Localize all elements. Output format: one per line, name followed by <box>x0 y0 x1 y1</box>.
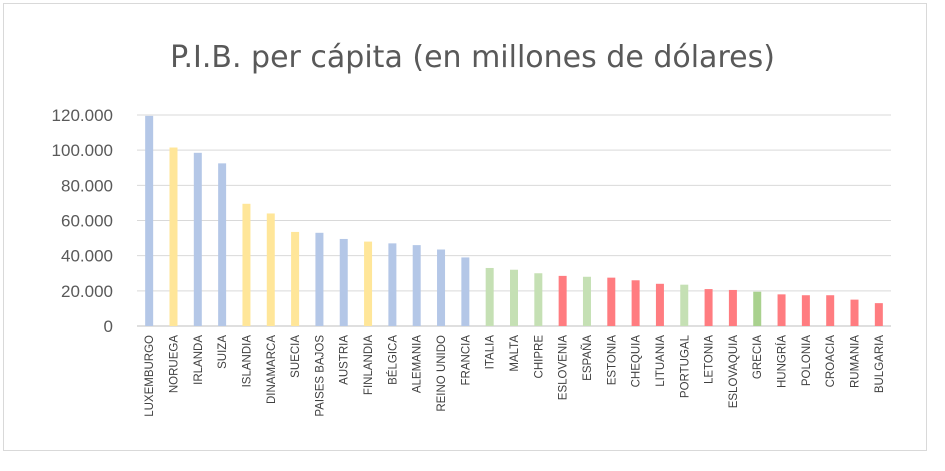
x-category-label: CHIPRE <box>533 335 545 379</box>
y-tick-label: 0 <box>104 317 113 336</box>
x-category-label: NORUEGA <box>168 335 180 393</box>
bar <box>169 147 178 326</box>
bar <box>485 267 494 326</box>
x-category-label: PORTUGAL <box>679 334 691 398</box>
x-category-label: SUECIA <box>290 335 302 378</box>
x-category-label: ESLOVENIA <box>558 335 570 401</box>
bar <box>704 289 713 326</box>
bar <box>558 275 567 326</box>
x-category-label: BÉLGICA <box>386 335 399 385</box>
bar <box>753 291 762 326</box>
y-tick-label: 120.000 <box>52 106 113 125</box>
x-category-label: HUNGRÍA <box>776 335 789 388</box>
bar <box>193 152 202 326</box>
x-category-label: DINAMARCA <box>266 335 278 404</box>
x-category-label: LUXEMBURGO <box>144 335 156 417</box>
x-category-label: FRANCIA <box>460 335 472 386</box>
x-category-label: ESLOVAQUIA <box>728 335 740 409</box>
bar <box>461 257 470 326</box>
bar <box>315 232 324 326</box>
bar <box>266 213 275 326</box>
x-category-label: ITALIA <box>485 335 497 370</box>
bar <box>510 269 518 326</box>
x-category-label: CROACIA <box>825 335 837 388</box>
x-category-label: AUSTRIA <box>339 335 351 385</box>
bar <box>728 289 737 326</box>
y-tick-label: 40.000 <box>61 247 113 266</box>
y-tick-label: 100.000 <box>52 141 113 160</box>
chart-title: P.I.B. per cápita (en millones de dólare… <box>170 40 775 75</box>
bar <box>291 231 300 326</box>
x-category-label: POLONIA <box>801 335 813 386</box>
x-category-label: RUMANIA <box>850 335 862 388</box>
x-category-label: REINO UNIDO <box>436 335 448 412</box>
chart-frame <box>3 3 927 451</box>
bar <box>534 273 543 326</box>
bar <box>777 294 786 326</box>
bar <box>437 249 446 326</box>
bar <box>218 163 227 326</box>
x-category-label: MALTA <box>509 335 521 372</box>
bar <box>388 243 397 326</box>
bar <box>339 238 348 326</box>
bar <box>680 284 689 326</box>
bar <box>826 295 835 326</box>
x-category-label: PAISES BAJOS <box>314 335 326 417</box>
bar <box>582 276 591 326</box>
x-category-label: GRECIA <box>752 335 764 379</box>
bar <box>412 245 421 326</box>
x-category-label: ISLANDIA <box>241 335 253 388</box>
x-category-label: ESTONIA <box>606 335 618 386</box>
x-category-label: BULGARIA <box>874 335 886 393</box>
bar <box>874 303 883 326</box>
x-category-label: IRLANDA <box>193 335 205 385</box>
bar <box>364 241 373 326</box>
y-tick-label: 80.000 <box>61 176 113 195</box>
x-category-label: FINLANDIA <box>363 335 375 395</box>
bar <box>655 283 664 326</box>
y-tick-label: 20.000 <box>61 282 113 301</box>
bar <box>607 277 616 326</box>
x-category-label: SUIZA <box>217 335 229 369</box>
bar <box>242 203 251 326</box>
x-category-label: LETONIA <box>704 335 716 384</box>
x-category-label: ALEMANIA <box>412 335 424 393</box>
x-category-label: CHEQUIA <box>631 335 643 388</box>
bar <box>801 295 810 326</box>
bar <box>145 115 154 326</box>
bar <box>631 280 640 326</box>
y-tick-label: 60.000 <box>61 212 113 231</box>
x-category-label: ESPAÑA <box>581 335 594 381</box>
bar <box>850 299 859 326</box>
x-category-label: LITUANIA <box>655 335 667 387</box>
